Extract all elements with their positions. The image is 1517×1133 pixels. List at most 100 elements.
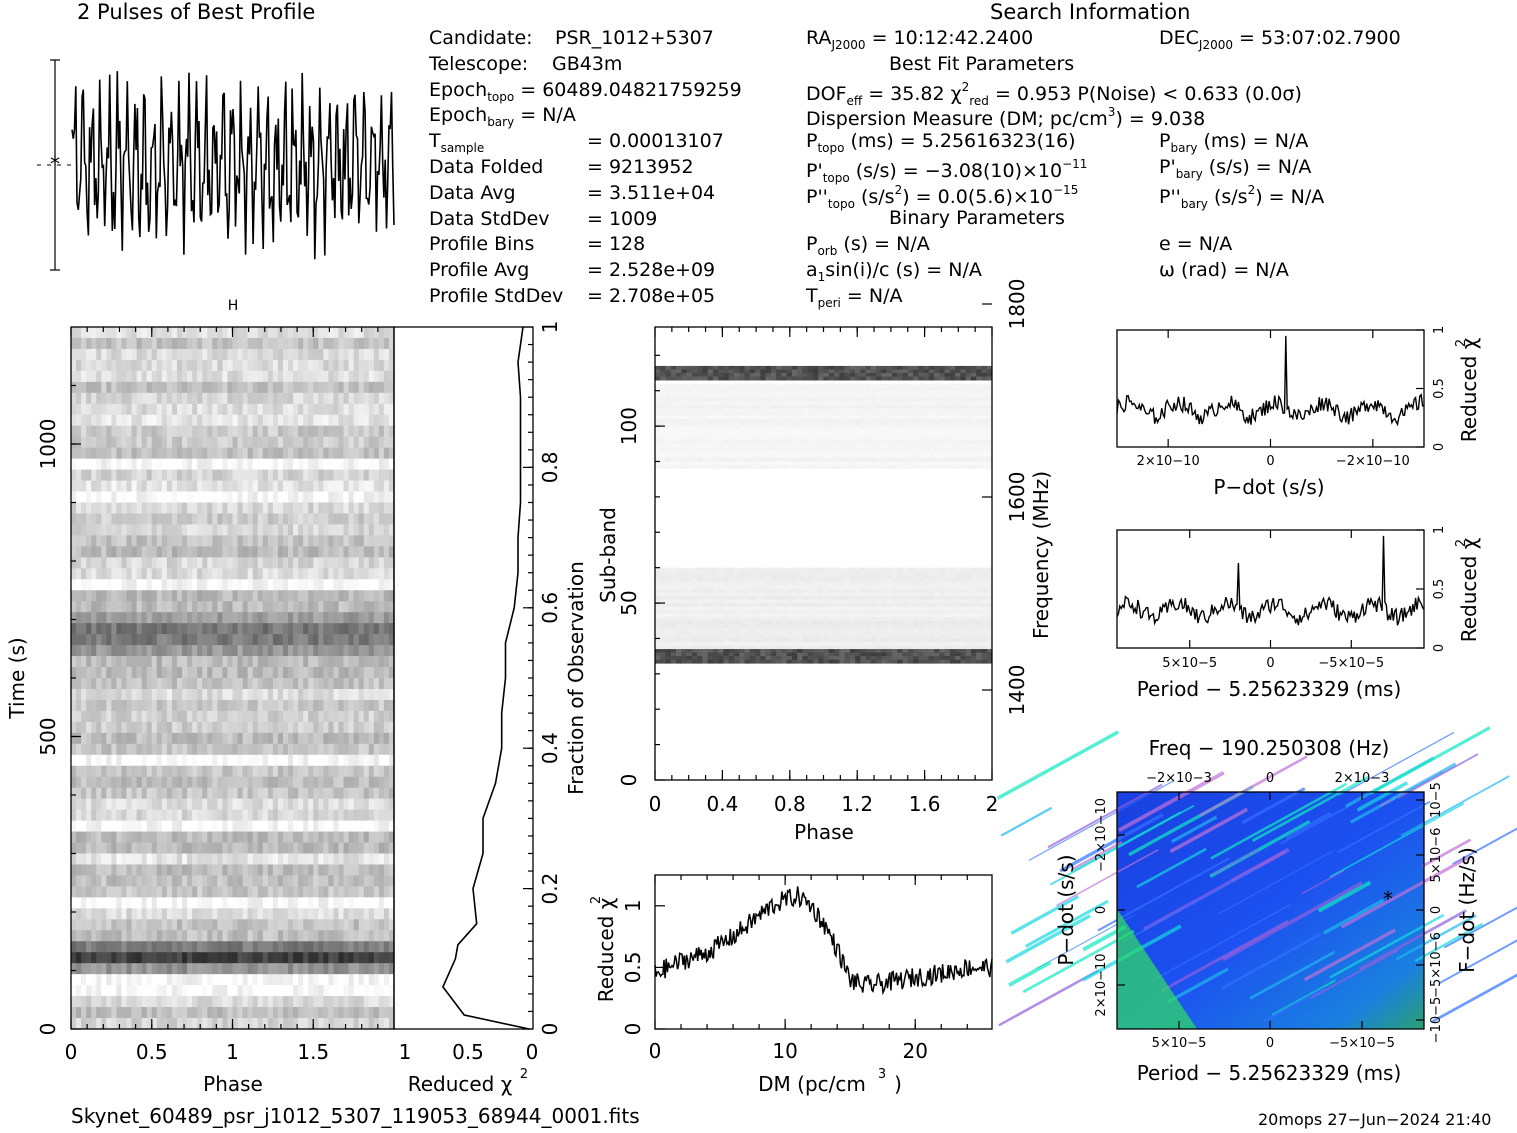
heat-cell xyxy=(101,392,107,405)
heat-cell xyxy=(151,996,158,1008)
heat-cell xyxy=(111,798,117,811)
heat-cell xyxy=(849,397,856,402)
heat-cell xyxy=(378,919,385,931)
heat-cell xyxy=(328,864,334,876)
candidate-value: PSR_1012+5307 xyxy=(555,27,714,49)
heat-cell xyxy=(237,568,243,580)
heat-cell xyxy=(257,765,264,778)
heat-cell xyxy=(298,721,304,734)
heat-cell xyxy=(363,327,370,339)
heat-cell xyxy=(222,743,228,756)
heat-cell xyxy=(187,798,193,811)
heat-cell xyxy=(333,348,339,361)
heat-cell xyxy=(86,392,92,405)
heat-cell xyxy=(141,469,148,481)
heat-cell xyxy=(318,886,324,898)
heat-cell xyxy=(363,897,370,909)
heat-cell xyxy=(823,383,830,388)
heat-cell xyxy=(136,963,143,975)
heat-cell xyxy=(182,403,188,416)
heat-cell xyxy=(222,930,228,942)
heat-cell xyxy=(197,370,203,383)
heat-cell xyxy=(343,590,349,602)
heat-cell xyxy=(282,436,289,449)
heat-cell xyxy=(313,952,319,964)
heat-cell xyxy=(86,403,92,416)
heat-cell xyxy=(131,919,138,931)
heat-cell xyxy=(660,390,666,395)
heat-cell xyxy=(907,369,914,374)
heat-cell xyxy=(313,447,319,460)
heat-cell xyxy=(86,447,92,460)
heat-cell xyxy=(176,327,183,339)
heat-cell xyxy=(227,546,233,558)
heat-cell xyxy=(187,524,193,536)
heat-cell xyxy=(91,678,97,690)
heat-cell xyxy=(106,985,112,997)
heat-cell xyxy=(151,798,158,811)
heat-cell xyxy=(91,645,97,657)
heat-cell xyxy=(338,996,344,1008)
heat-cell xyxy=(247,601,254,613)
heat-cell xyxy=(338,667,344,679)
heat-cell xyxy=(781,365,788,370)
heat-cell xyxy=(207,612,213,624)
heat-cell xyxy=(697,373,703,377)
heat-cell xyxy=(277,842,284,854)
heat-cell xyxy=(187,348,193,361)
heat-cell xyxy=(76,787,82,800)
heat-cell xyxy=(293,469,299,481)
heat-cell xyxy=(171,985,178,997)
heat-cell xyxy=(308,842,314,854)
heat-cell xyxy=(378,1018,385,1030)
heat-cell xyxy=(303,392,309,405)
heat-cell xyxy=(171,809,178,821)
heat-cell xyxy=(192,546,198,558)
heat-cell xyxy=(277,974,284,986)
heat-cell xyxy=(161,875,168,887)
heat-cell xyxy=(293,535,299,547)
heat-cell xyxy=(247,963,254,975)
heat-cell xyxy=(96,952,102,964)
heat-cell xyxy=(970,373,977,377)
heat-cell xyxy=(141,743,148,756)
heat-cell xyxy=(232,359,238,372)
heat-cell xyxy=(121,535,127,547)
heat-cell xyxy=(182,370,188,383)
heat-cell xyxy=(227,864,233,876)
heat-cell xyxy=(96,798,102,811)
heat-cell xyxy=(373,327,380,339)
heat-cell xyxy=(358,743,365,756)
heat-cell xyxy=(161,897,168,909)
heat-cell xyxy=(303,842,309,854)
heat-cell xyxy=(378,842,385,854)
heat-cell xyxy=(272,491,279,503)
heat-cell xyxy=(146,1007,153,1019)
heat-cell xyxy=(288,327,294,339)
heat-cell xyxy=(697,390,703,395)
heat-cell xyxy=(849,383,856,388)
heat-cell xyxy=(934,387,940,392)
heat-cell xyxy=(212,557,218,569)
heat-cell xyxy=(207,963,213,975)
heat-cell xyxy=(187,743,193,756)
heat-cell xyxy=(267,447,274,460)
heat-cell xyxy=(252,623,259,635)
heat-cell xyxy=(770,394,777,399)
heat-cell xyxy=(71,831,77,843)
heat-cell xyxy=(676,369,682,374)
heat-cell xyxy=(207,370,213,383)
heat-cell xyxy=(207,996,213,1008)
heat-cell xyxy=(237,403,243,416)
heat-cell xyxy=(363,941,370,953)
heat-cell xyxy=(156,787,163,800)
heat-cell xyxy=(303,699,309,712)
heat-cell xyxy=(212,645,218,657)
heat-cell xyxy=(343,491,349,503)
heat-cell xyxy=(126,985,132,997)
heat-cell xyxy=(247,688,254,701)
heat-cell xyxy=(282,985,289,997)
heat-cell xyxy=(728,401,735,406)
heat-cell xyxy=(151,743,158,756)
heat-cell xyxy=(141,809,148,821)
